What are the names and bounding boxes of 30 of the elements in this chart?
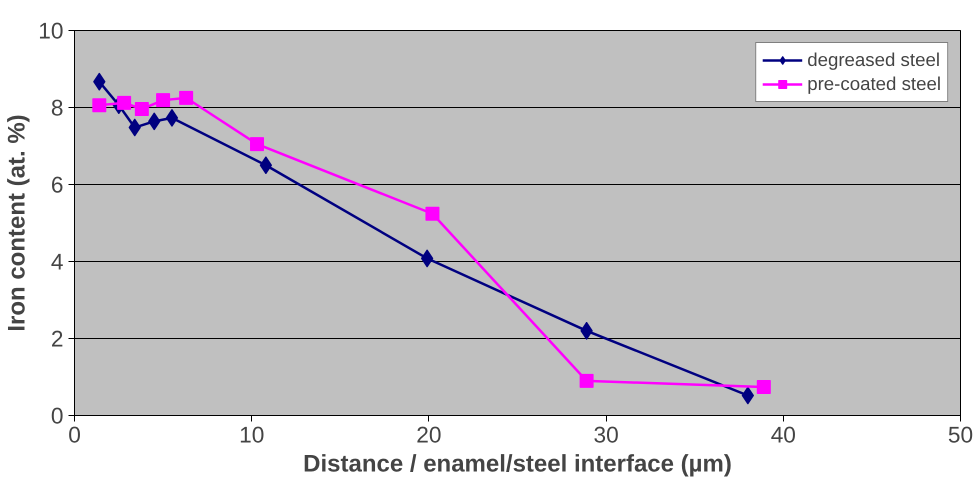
point	[156, 93, 170, 108]
y-axis-title: Iron content (at. %)	[3, 114, 30, 332]
point	[92, 98, 106, 112]
x-tick-label: 30	[594, 422, 619, 448]
y-tick-label: 0	[50, 402, 64, 428]
legend-label: pre-coated steel	[807, 73, 941, 95]
point	[166, 108, 178, 127]
point	[742, 386, 754, 404]
y-tick-label: 8	[50, 94, 64, 120]
point	[580, 374, 594, 388]
legend-label: degreased steel	[807, 49, 940, 71]
point	[134, 102, 149, 116]
x-tick-label: 20	[416, 422, 442, 448]
point	[117, 96, 132, 110]
point	[580, 322, 593, 340]
y-tick-label: 10	[38, 18, 64, 44]
point	[260, 156, 272, 174]
point	[756, 380, 771, 394]
point	[425, 206, 440, 221]
x-tick-label: 40	[770, 422, 796, 448]
x-axis-title: Distance / enamel/steel interface (µm)	[303, 450, 732, 478]
x-tick-label: 0	[68, 422, 81, 448]
point	[420, 249, 434, 268]
point	[250, 137, 264, 152]
x-tick-label: 10	[239, 422, 264, 448]
point	[179, 90, 194, 105]
y-tick-label: 2	[50, 326, 64, 352]
y-tick-label: 6	[50, 172, 64, 198]
y-tick-label: 4	[50, 248, 64, 274]
x-tick-label: 50	[948, 422, 974, 448]
